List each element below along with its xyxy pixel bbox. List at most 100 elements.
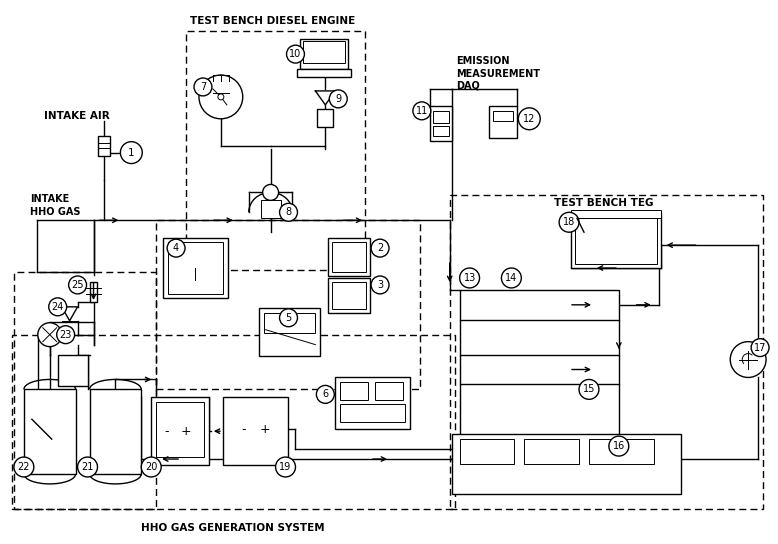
Bar — [452, 434, 681, 494]
Text: 23: 23 — [59, 330, 72, 339]
Circle shape — [167, 239, 185, 257]
Circle shape — [317, 385, 335, 403]
Bar — [99, 135, 110, 156]
Text: 25: 25 — [72, 280, 84, 290]
Circle shape — [371, 276, 389, 294]
Circle shape — [121, 141, 142, 164]
Bar — [489, 106, 517, 138]
Circle shape — [194, 78, 212, 96]
Text: 10: 10 — [289, 49, 302, 59]
Circle shape — [142, 457, 161, 477]
Bar — [261, 200, 281, 218]
Bar — [89, 282, 97, 302]
Text: 8: 8 — [286, 207, 292, 217]
Bar — [297, 69, 351, 77]
Text: 24: 24 — [51, 302, 64, 312]
Bar — [163, 238, 228, 298]
Circle shape — [49, 298, 67, 316]
Bar — [460, 290, 619, 320]
Text: 20: 20 — [145, 462, 157, 472]
Text: EMISSION
MEASUREMENT
DAQ: EMISSION MEASUREMENT DAQ — [456, 56, 540, 91]
Text: 11: 11 — [415, 106, 428, 116]
Text: INTAKE
HHO GAS: INTAKE HHO GAS — [30, 194, 80, 217]
Text: 15: 15 — [583, 385, 595, 394]
Text: -: - — [241, 423, 246, 436]
Bar — [156, 220, 420, 390]
Circle shape — [38, 323, 61, 347]
Circle shape — [286, 45, 304, 63]
Bar — [575, 218, 657, 264]
Bar — [328, 238, 370, 276]
Text: 2: 2 — [377, 243, 384, 253]
Bar — [317, 109, 333, 127]
Text: 17: 17 — [754, 343, 766, 353]
Text: 12: 12 — [523, 114, 535, 124]
Text: 5: 5 — [286, 313, 292, 323]
Bar — [332, 242, 366, 272]
Bar — [450, 195, 763, 509]
Circle shape — [329, 90, 347, 108]
Bar — [264, 313, 315, 333]
Text: 21: 21 — [82, 462, 93, 472]
Circle shape — [518, 108, 540, 129]
Bar — [493, 111, 513, 121]
Text: TEST BENCH DIESEL ENGINE: TEST BENCH DIESEL ENGINE — [190, 16, 356, 26]
Bar — [303, 41, 345, 63]
Bar — [24, 390, 75, 474]
Circle shape — [279, 203, 297, 221]
Circle shape — [57, 326, 75, 344]
Text: 3: 3 — [377, 280, 383, 290]
Circle shape — [371, 239, 389, 257]
Text: 6: 6 — [322, 390, 328, 399]
Circle shape — [279, 309, 297, 327]
Bar — [571, 211, 661, 218]
Bar — [589, 439, 654, 464]
Text: 7: 7 — [200, 82, 206, 92]
Bar — [151, 397, 209, 465]
Circle shape — [218, 94, 224, 100]
Text: 4: 4 — [173, 243, 179, 253]
Bar — [258, 308, 321, 356]
Bar — [340, 382, 368, 400]
Circle shape — [275, 457, 296, 477]
Text: 13: 13 — [464, 273, 475, 283]
Bar — [14, 272, 156, 509]
Bar — [433, 111, 449, 123]
Circle shape — [78, 457, 97, 477]
Text: TEST BENCH TEG: TEST BENCH TEG — [554, 199, 654, 208]
Bar — [335, 378, 410, 429]
Bar — [332, 282, 366, 309]
Bar — [223, 397, 288, 465]
Bar — [433, 126, 449, 135]
Circle shape — [731, 342, 766, 378]
Circle shape — [751, 339, 769, 356]
Circle shape — [263, 184, 279, 200]
Bar — [429, 106, 452, 141]
Circle shape — [14, 457, 33, 477]
Bar — [300, 39, 349, 69]
Text: 16: 16 — [613, 441, 625, 451]
Circle shape — [579, 380, 599, 399]
Bar — [186, 31, 365, 270]
Text: +: + — [259, 423, 270, 436]
Text: 14: 14 — [505, 273, 517, 283]
Bar — [524, 439, 579, 464]
Text: 1: 1 — [128, 147, 135, 158]
Text: INTAKE AIR: INTAKE AIR — [44, 111, 110, 121]
Text: -: - — [164, 425, 168, 438]
Bar — [571, 213, 661, 268]
Bar — [58, 355, 88, 386]
Text: 9: 9 — [335, 94, 342, 104]
Text: HHO GAS GENERATION SYSTEM: HHO GAS GENERATION SYSTEM — [141, 523, 324, 533]
Circle shape — [199, 75, 243, 119]
Bar — [156, 403, 204, 457]
Circle shape — [609, 436, 629, 456]
Circle shape — [559, 212, 579, 232]
Circle shape — [413, 102, 431, 120]
Bar — [375, 382, 403, 400]
Text: 22: 22 — [18, 462, 30, 472]
Bar — [89, 390, 142, 474]
Circle shape — [460, 268, 479, 288]
Bar — [12, 335, 454, 509]
Bar — [460, 439, 514, 464]
